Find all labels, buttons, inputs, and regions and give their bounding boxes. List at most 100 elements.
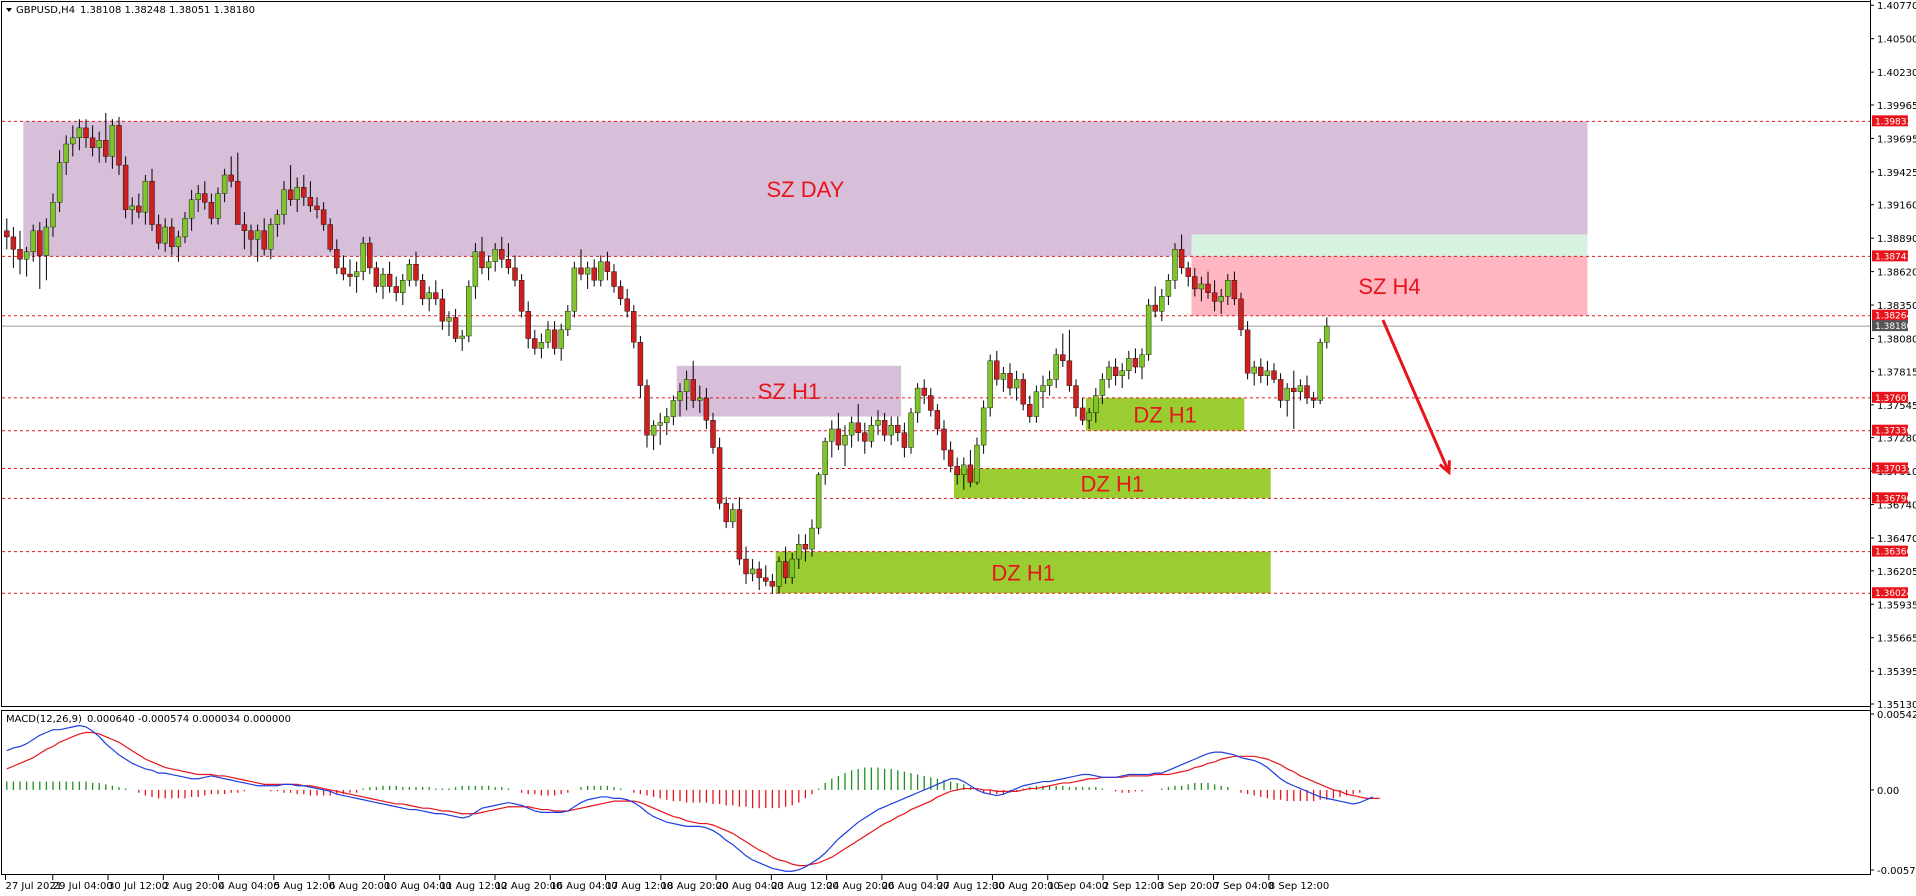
candle-body-37 — [248, 230, 254, 240]
candle-body-3 — [23, 251, 30, 260]
candle-body-128 — [848, 422, 855, 436]
candle-body-190 — [1258, 366, 1264, 376]
candle-body-155 — [1027, 403, 1033, 417]
candle-body-98 — [650, 425, 657, 436]
level-label-bg-7 — [1872, 545, 1908, 557]
candle-body-68 — [452, 317, 459, 339]
candle-body-134 — [888, 425, 894, 436]
candle-body-6 — [43, 226, 50, 256]
candle-body-89 — [591, 267, 597, 281]
current-price-label: 1.38180 — [1872, 320, 1912, 332]
candle-body-81 — [538, 342, 545, 349]
current-price-text: 1.38180 — [1875, 322, 1912, 332]
main-plot-frame — [1, 1, 1871, 707]
candle-body-26 — [175, 236, 182, 248]
level-label-0: 1.39833 — [1875, 117, 1912, 127]
candle-body-184 — [1218, 296, 1224, 302]
candle-body-148 — [980, 407, 987, 446]
candle-body-194 — [1284, 387, 1290, 401]
price-tick-label-4: 1.39695 — [1877, 134, 1916, 145]
candle-body-70 — [466, 286, 472, 337]
candle-body-171 — [1132, 358, 1139, 368]
level-label-8: 1.36024 — [1875, 589, 1912, 599]
candle-body-21 — [142, 180, 149, 213]
price-tick-label-10: 1.38080 — [1877, 335, 1916, 346]
candle-body-0 — [4, 230, 10, 238]
candle-body-43 — [287, 189, 294, 200]
candle-body-129 — [855, 422, 861, 433]
candle-body-189 — [1251, 366, 1257, 374]
candle-body-101 — [670, 400, 677, 417]
candle-body-85 — [565, 311, 571, 331]
price-tick-label-11: 1.37815 — [1877, 367, 1916, 378]
candle-body-121 — [802, 543, 809, 550]
candle-body-44 — [294, 187, 300, 200]
time-tick-label-0: 27 Jul 2021 — [6, 881, 63, 892]
candle-body-100 — [664, 416, 670, 423]
candle-body-144 — [954, 465, 960, 475]
price-tick-label-19: 1.35665 — [1877, 634, 1916, 645]
candle-body-102 — [677, 391, 683, 401]
candle-body-71 — [472, 251, 479, 287]
price-tick-label-9: 1.38350 — [1877, 301, 1916, 312]
time-tick-label-10: 16 Aug 04:00 — [550, 881, 617, 892]
candle-body-73 — [485, 261, 492, 269]
candle-body-25 — [169, 226, 175, 248]
candle-body-30 — [202, 193, 208, 203]
candle-body-61 — [406, 263, 413, 281]
candle-body-33 — [221, 174, 228, 194]
zones-layer — [23, 121, 1588, 594]
macd-values: 0.000640 -0.000574 0.000034 0.000000 — [87, 714, 291, 725]
candle-body-67 — [446, 317, 452, 322]
candle-body-177 — [1172, 249, 1178, 281]
candle-body-52 — [347, 273, 353, 277]
zone-sz_h1-3 — [676, 365, 902, 417]
candle-body-45 — [301, 187, 307, 198]
time-tick-label-15: 24 Aug 20:00 — [827, 881, 894, 892]
zone-dz_h1-6 — [775, 551, 1271, 594]
level-label-2: 1.38264 — [1875, 312, 1912, 322]
candle-body-93 — [617, 286, 624, 300]
level-label-bg-0 — [1872, 115, 1908, 127]
candle-body-195 — [1291, 387, 1297, 392]
candle-body-1 — [10, 236, 17, 250]
candle-body-106 — [703, 397, 710, 421]
candle-body-14 — [96, 140, 102, 148]
candle-body-82 — [545, 329, 551, 343]
candle-body-173 — [1145, 304, 1152, 355]
zone-label-3: SZ H1 — [758, 379, 820, 404]
candle-body-156 — [1033, 391, 1040, 417]
level-label-bg-2 — [1872, 309, 1908, 321]
candle-body-145 — [961, 464, 967, 475]
price-tick-label-6: 1.39160 — [1877, 201, 1916, 212]
candle-body-160 — [1060, 354, 1066, 362]
candle-body-27 — [182, 218, 188, 238]
candle-body-179 — [1185, 267, 1191, 277]
level-label-7: 1.36360 — [1875, 548, 1912, 558]
candle-body-191 — [1264, 370, 1271, 376]
candle-body-122 — [809, 527, 815, 550]
candle-body-185 — [1225, 280, 1231, 297]
arrow-head — [1438, 460, 1451, 476]
time-tick-label-9: 12 Aug 20:00 — [495, 881, 562, 892]
candle-body-15 — [103, 140, 109, 157]
dropdown-triangle-icon[interactable] — [6, 8, 12, 12]
level-label-1: 1.38743 — [1875, 252, 1912, 262]
candle-body-164 — [1086, 412, 1092, 421]
price-tick-label-18: 1.35935 — [1877, 600, 1916, 611]
arrow-shaft — [1381, 319, 1451, 473]
price-tick-label-13: 1.37280 — [1877, 434, 1916, 445]
candle-body-54 — [360, 242, 366, 272]
chart-symbol: GBPUSD,H4 — [16, 5, 75, 16]
candle-body-55 — [367, 242, 373, 269]
candle-body-112 — [743, 558, 749, 575]
price-tick-label-16: 1.36470 — [1877, 534, 1916, 545]
candle-body-139 — [921, 387, 927, 396]
candle-body-116 — [769, 581, 776, 587]
candle-body-178 — [1178, 249, 1185, 269]
candle-body-51 — [340, 267, 347, 275]
candle-body-48 — [320, 209, 327, 225]
candle-body-192 — [1271, 370, 1277, 380]
